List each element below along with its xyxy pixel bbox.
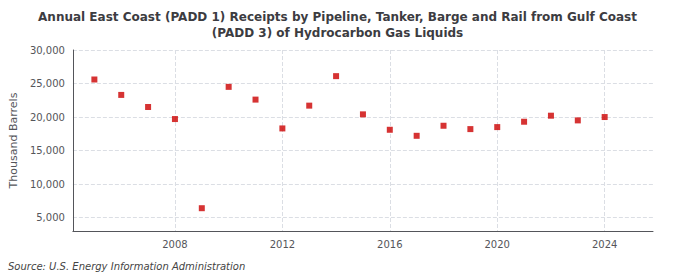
svg-text:Annual East Coast (PADD 1) Rec: Annual East Coast (PADD 1) Receipts by P… (38, 10, 637, 24)
svg-text:30,000: 30,000 (30, 45, 65, 56)
svg-text:20,000: 20,000 (30, 112, 65, 123)
svg-text:5,000: 5,000 (36, 212, 65, 223)
svg-text:2008: 2008 (162, 239, 187, 250)
svg-text:15,000: 15,000 (30, 145, 65, 156)
svg-text:2016: 2016 (377, 239, 402, 250)
svg-text:2020: 2020 (485, 239, 510, 250)
svg-text:(PADD 3) of Hydrocarbon Gas Li: (PADD 3) of Hydrocarbon Gas Liquids (212, 26, 464, 40)
svg-text:Source: U.S. Energy Informatio: Source: U.S. Energy Information Administ… (8, 261, 245, 272)
svg-text:Thousand Barrels: Thousand Barrels (7, 92, 20, 189)
svg-text:2012: 2012 (270, 239, 295, 250)
svg-text:2024: 2024 (592, 239, 617, 250)
svg-text:10,000: 10,000 (30, 179, 65, 190)
svg-text:25,000: 25,000 (30, 78, 65, 89)
